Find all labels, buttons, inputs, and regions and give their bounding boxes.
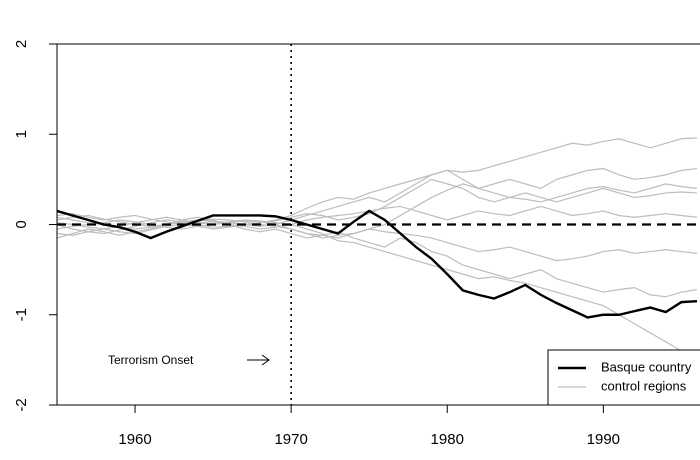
control-line <box>57 137 698 235</box>
y-tick-label: 0 <box>13 220 30 228</box>
y-tick-label: 1 <box>13 130 30 138</box>
annotation: Terrorism Onset <box>108 353 194 367</box>
y-tick-label: -1 <box>13 308 30 321</box>
control-line <box>57 183 698 239</box>
legend-label: Basque country <box>601 359 692 374</box>
control-line <box>57 167 698 227</box>
plot-area <box>57 44 700 405</box>
series-line <box>57 209 698 319</box>
control-line <box>57 219 698 356</box>
x-tick-label: 1960 <box>118 431 151 448</box>
legend-label: control regions <box>601 378 687 393</box>
x-tick-label: 1970 <box>274 431 307 448</box>
control-line <box>57 178 698 230</box>
x-tick-label: 1980 <box>431 431 464 448</box>
legend-box <box>547 349 700 406</box>
y-tick-label: 2 <box>13 40 30 48</box>
y-tick-label: -2 <box>13 398 30 411</box>
legend: Basque country control regions <box>547 349 700 406</box>
arrow-head <box>261 354 270 366</box>
x-tick-label: 1990 <box>587 431 620 448</box>
